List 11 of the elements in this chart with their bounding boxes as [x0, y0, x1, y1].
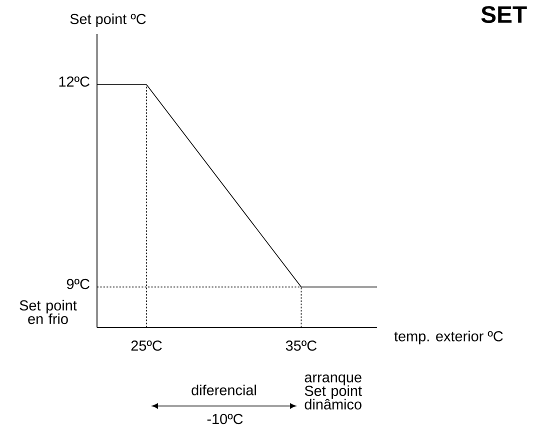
text: SET — [481, 6, 527, 24]
x-tick-label: 25ºC — [131, 340, 162, 351]
y-tick-label: 9ºC — [66, 278, 90, 290]
text: Set point en frio — [20, 300, 77, 324]
x-axis-title: temp. exterior ºC — [394, 330, 503, 344]
text: diferencial — [192, 384, 256, 396]
text: -10ºC — [207, 414, 243, 424]
y-tick-label: 12ºC — [59, 76, 90, 87]
text: arranque Set point dinâmico — [304, 374, 362, 410]
y-axis-title: Set point ºC — [70, 14, 146, 27]
x-tick-label: 35ºC — [286, 340, 317, 351]
